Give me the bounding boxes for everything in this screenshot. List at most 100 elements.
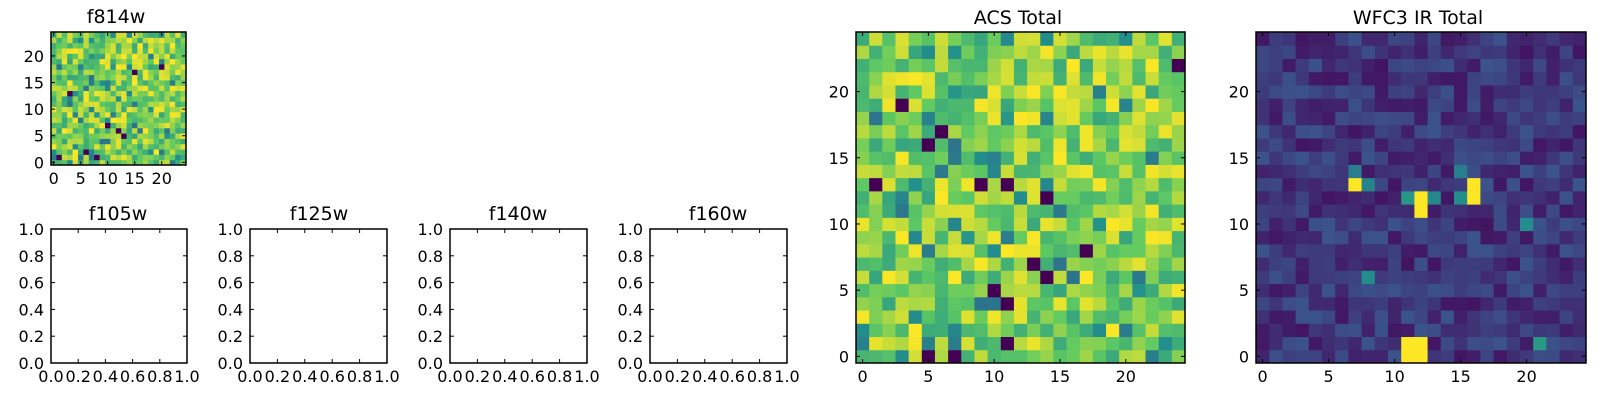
heatmap-cell: [72, 42, 79, 49]
heatmap-cell: [1414, 257, 1429, 271]
heatmap-cell: [908, 98, 923, 112]
heatmap-cell: [1171, 310, 1186, 324]
heatmap-cell: [1401, 349, 1415, 364]
heatmap-cell: [856, 243, 870, 258]
heatmap-cell: [1480, 137, 1495, 152]
y-tick-label: 0.8: [418, 247, 443, 266]
heatmap-cell: [83, 47, 90, 54]
heatmap-cell: [1506, 296, 1521, 311]
heatmap-cell: [1361, 111, 1376, 126]
heatmap-cell: [948, 58, 962, 73]
x-tick-label: 20: [152, 169, 172, 188]
heatmap-cell: [921, 310, 936, 324]
heatmap-cell: [1040, 323, 1054, 338]
heatmap-cell: [164, 106, 171, 113]
heatmap-cell: [67, 63, 74, 70]
heatmap-cell: [948, 71, 962, 86]
heatmap-cell: [1092, 190, 1107, 205]
heatmap-cell: [1027, 84, 1041, 99]
heatmap-cell: [961, 230, 975, 245]
heatmap-cell: [1040, 164, 1054, 179]
heatmap-cell: [61, 32, 68, 38]
heatmap-cell: [159, 133, 165, 139]
heatmap-cell: [1119, 177, 1133, 192]
heatmap-cell: [175, 69, 182, 76]
heatmap-cell: [908, 243, 923, 258]
heatmap-cell: [1427, 257, 1442, 271]
heatmap-cell: [153, 69, 160, 76]
heatmap-cell: [1520, 45, 1534, 59]
heatmap-cell: [948, 243, 962, 258]
heatmap-cell: [1506, 164, 1521, 179]
heatmap-cell: [1092, 71, 1107, 86]
heatmap-cell: [1520, 296, 1534, 311]
heatmap-cell: [88, 63, 95, 70]
heatmap-cell: [1533, 137, 1547, 152]
heatmap-cell: [1027, 177, 1041, 192]
heatmap-cell: [1256, 164, 1270, 179]
heatmap-cell: [51, 90, 57, 97]
heatmap-cell: [1092, 164, 1107, 179]
heatmap-cell: [83, 111, 90, 118]
heatmap-cell: [1256, 98, 1270, 112]
heatmap-cell: [1559, 71, 1574, 86]
heatmap-cell: [137, 95, 144, 102]
heatmap-cell: [1467, 124, 1481, 139]
heatmap-cell: [110, 117, 117, 123]
heatmap-cell: [869, 124, 883, 139]
heatmap-cell: [105, 127, 111, 134]
heatmap-cell: [908, 323, 923, 338]
heatmap-cell: [1079, 98, 1094, 112]
heatmap-cell: [1572, 323, 1587, 338]
heatmap-cell: [175, 90, 182, 97]
heatmap-cell: [1171, 257, 1186, 271]
heatmap-cell: [1493, 177, 1508, 192]
heatmap-cell: [1546, 32, 1561, 46]
heatmap-cell: [164, 101, 171, 107]
heatmap-cell: [1092, 177, 1107, 192]
heatmap-cell: [1295, 270, 1310, 285]
heatmap-cell: [126, 58, 133, 65]
heatmap-cell: [1533, 98, 1547, 112]
heatmap-cell: [1506, 230, 1521, 245]
heatmap-cell: [908, 270, 923, 285]
heatmap-cell: [94, 95, 101, 102]
heatmap-cell: [1308, 310, 1323, 324]
heatmap-cell: [1348, 204, 1363, 218]
heatmap-cell: [1348, 177, 1363, 192]
heatmap-cell: [1559, 230, 1574, 245]
heatmap-cell: [1053, 177, 1068, 192]
heatmap-cell: [105, 95, 111, 102]
heatmap-cell: [869, 84, 883, 99]
heatmap-cell: [61, 106, 68, 113]
heatmap-cell: [78, 74, 84, 81]
heatmap-cell: [88, 42, 95, 49]
heatmap-cell: [921, 137, 936, 152]
heatmap-cell: [1269, 204, 1283, 218]
heatmap-cell: [1493, 124, 1508, 139]
heatmap-cell: [1092, 310, 1107, 324]
heatmap-cell: [934, 164, 949, 179]
heatmap-cell: [1066, 111, 1081, 126]
heatmap-cell: [1000, 124, 1015, 139]
heatmap-cell: [88, 58, 95, 65]
heatmap-cell: [1361, 84, 1376, 99]
heatmap-cell: [934, 283, 949, 298]
ticks-f105w: 0.0 0.2 0.4 0.6 0.8 1.00.00.20.40.60.81.0: [19, 220, 200, 386]
heatmap-cell: [1480, 98, 1495, 112]
heatmap-cell: [115, 85, 122, 92]
heatmap-cell: [115, 79, 122, 86]
heatmap-cell: [180, 143, 187, 150]
heatmap-cell: [1546, 190, 1561, 205]
heatmap-cell: [908, 217, 923, 232]
heatmap-cell: [56, 32, 63, 38]
heatmap-cell: [121, 32, 128, 38]
heatmap-cell: [974, 45, 989, 59]
heatmap-cell: [1520, 217, 1534, 232]
heatmap-cell: [67, 127, 74, 134]
heatmap-cell: [94, 90, 101, 97]
heatmap-cell: [1374, 204, 1389, 218]
heatmap-cell: [67, 58, 74, 65]
heatmap-cell: [1092, 349, 1107, 364]
heatmap-cell: [1467, 230, 1481, 245]
